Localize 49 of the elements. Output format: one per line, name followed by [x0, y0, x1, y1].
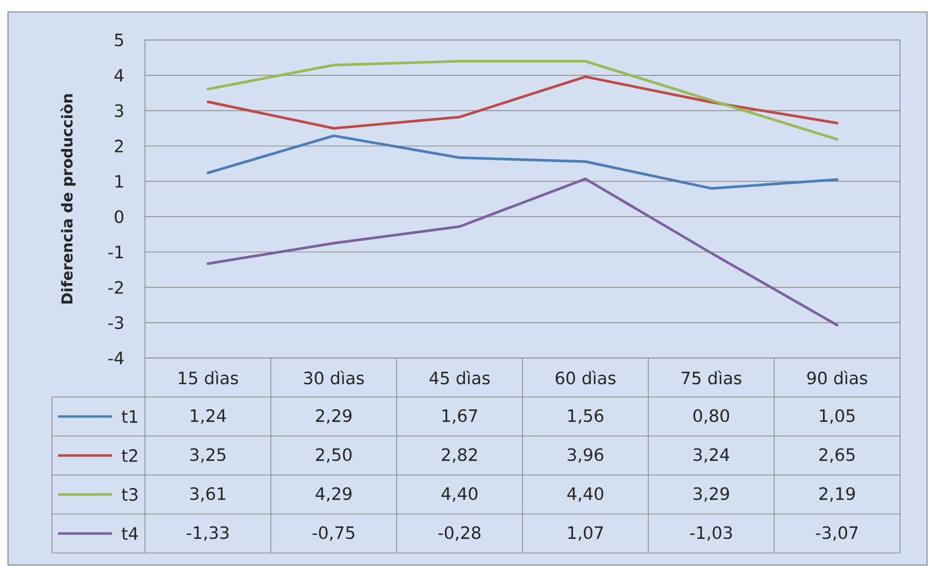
y-tick-label: -3 — [108, 316, 124, 330]
data-label: 3,29 — [694, 487, 729, 502]
data-label: -3,07 — [816, 526, 858, 541]
data-label: -0,75 — [312, 526, 354, 541]
x-tick-label: 30 dìas — [304, 370, 364, 384]
x-tick-label: 60 dìas — [556, 370, 616, 384]
data-label: 3,24 — [694, 448, 730, 463]
y-tick-label: 5 — [114, 34, 123, 46]
data-label: 4,40 — [441, 487, 478, 502]
x-tick-label: 15 dìas — [178, 370, 238, 384]
data-label: 2,50 — [316, 448, 352, 463]
line-series — [206, 60, 838, 141]
y-tick-label: -2 — [108, 281, 123, 294]
y-tick-label: 0 — [114, 210, 124, 224]
line-series — [206, 134, 838, 190]
data-label: 1,07 — [568, 526, 603, 541]
data-label: -0,28 — [438, 526, 480, 541]
legend-label: t4 — [122, 527, 138, 540]
data-label: 2,65 — [819, 448, 855, 463]
data-label: 1,67 — [442, 409, 478, 424]
data-label: 4,29 — [316, 487, 352, 502]
data-label: 0,80 — [693, 409, 730, 424]
y-tick-label: 2 — [114, 140, 123, 152]
legend-label: t2 — [122, 449, 138, 462]
data-label: 2,82 — [442, 448, 477, 463]
y-tick-label: -1 — [108, 246, 123, 258]
legend-label: t1 — [122, 410, 138, 423]
data-label: 3,25 — [190, 448, 226, 463]
data-label: 1,24 — [190, 409, 226, 424]
data-label: 2,19 — [819, 487, 855, 502]
data-label: 1,56 — [568, 409, 604, 424]
data-label: 1,05 — [820, 409, 855, 424]
y-tick-label: 4 — [114, 69, 124, 82]
y-tick-label: 1 — [116, 175, 123, 188]
y-tick-label: 3 — [114, 104, 124, 118]
legend-label: t3 — [122, 488, 138, 501]
x-tick-label: 90 dìas — [807, 370, 868, 384]
data-label: 4,40 — [567, 487, 604, 502]
line-series — [206, 75, 838, 130]
data-label: 3,61 — [190, 487, 226, 502]
line-series — [206, 178, 838, 326]
data-label: 3,96 — [568, 448, 604, 463]
x-tick-label: 45 dìas — [430, 370, 490, 384]
y-tick-label: -4 — [108, 352, 124, 364]
y-axis-title: Diferencia de producciòn — [60, 94, 76, 304]
data-label: -1,33 — [186, 526, 229, 541]
data-label: 2,29 — [316, 409, 352, 424]
data-label: -1,03 — [690, 526, 732, 541]
x-tick-label: 75 dìas — [682, 370, 742, 384]
